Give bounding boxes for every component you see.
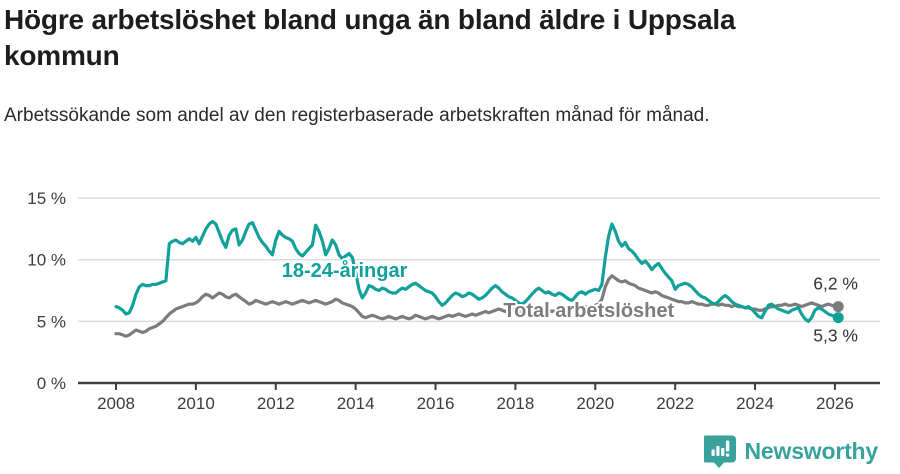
x-tick-label: 2010 <box>177 394 215 413</box>
series-name-label-total-arbetslöshet: Total arbetslöshet <box>503 300 674 322</box>
x-tick-label: 2016 <box>417 394 455 413</box>
series-end-dot-total-arbetslöshet <box>832 301 844 313</box>
y-tick-label: 10 % <box>27 251 66 270</box>
footer: Newsworthy <box>703 434 879 468</box>
series-line-total-arbetslöshet <box>114 274 840 338</box>
series-line-18-24-åringar <box>114 219 840 323</box>
gridlines <box>78 197 880 323</box>
y-tick-label: 0 % <box>37 374 66 393</box>
series-labels: 6,2 % Total arbetslöshet 5,3 % 18-24-åringa… <box>280 257 858 346</box>
x-tick-label: 2012 <box>257 394 295 413</box>
unemployment-chart: 0 % 5 % 10 % 15 % 2008 2010 2012 2014 2016 2018 20… <box>0 183 900 423</box>
x-tick-label: 2026 <box>816 394 854 413</box>
page-subtitle: Arbetssökande som andel av den registerb… <box>4 104 710 126</box>
header: Högre arbetslöshet bland unga än bland ä… <box>4 2 884 130</box>
newsworthy-logo-icon <box>703 434 737 468</box>
series-lines <box>114 219 840 338</box>
x-tick-label: 2024 <box>736 394 774 413</box>
page-title: Högre arbetslöshet bland unga än bland ä… <box>4 4 736 72</box>
axes: 0 % 5 % 10 % 15 % 2008 2010 2012 2014 2016 2018 20… <box>27 189 880 413</box>
x-tick-label: 2018 <box>496 394 534 413</box>
newsworthy-brand-text: Newsworthy <box>744 437 879 464</box>
x-tick-label: 2020 <box>576 394 614 413</box>
series-end-dot-18-24-åringar <box>832 312 844 324</box>
line-chart-svg: 0 % 5 % 10 % 15 % 2008 2010 2012 2014 2016 2018 20… <box>27 189 880 413</box>
end-value-label-total-arbetslöshet: 6,2 % <box>813 274 858 294</box>
x-tick-label: 2014 <box>337 394 375 413</box>
y-tick-label: 15 % <box>27 189 66 208</box>
x-tick-label: 2008 <box>97 394 135 413</box>
series-name-label-18-24-åringar: 18-24-åringar <box>282 259 408 282</box>
y-tick-label: 5 % <box>37 312 66 331</box>
x-tick-label: 2022 <box>656 394 694 413</box>
end-value-label-18-24-åringar: 5,3 % <box>813 326 858 346</box>
